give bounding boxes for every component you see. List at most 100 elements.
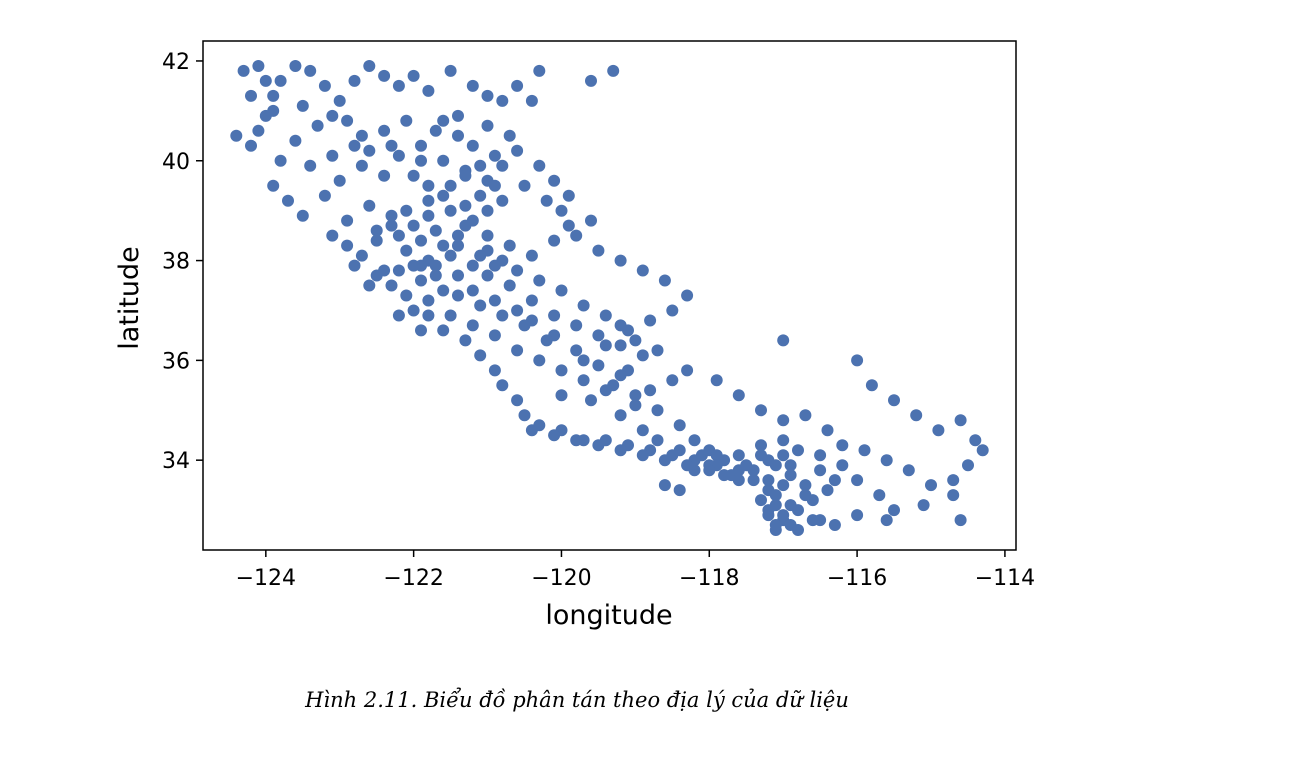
scatter-point <box>880 454 893 467</box>
scatter-point <box>274 154 287 167</box>
scatter-point <box>466 79 479 92</box>
scatter-point <box>481 229 494 242</box>
scatter-point <box>732 474 745 487</box>
scatter-point <box>888 394 900 407</box>
y-tick-label: 38 <box>162 250 190 275</box>
scatter-point <box>474 159 487 172</box>
scatter-point <box>673 484 686 497</box>
scatter-point <box>732 449 745 462</box>
scatter-point <box>237 64 250 77</box>
scatter-point <box>415 324 427 337</box>
scatter-point <box>562 189 575 202</box>
scatter-point <box>230 129 243 142</box>
scatter-point <box>415 259 427 272</box>
scatter-point <box>636 264 649 277</box>
scatter-point <box>415 234 427 247</box>
scatter-point <box>710 374 723 387</box>
scatter-point <box>400 289 413 302</box>
scatter-point <box>592 439 605 452</box>
scatter-point <box>525 424 538 437</box>
scatter-point <box>503 239 516 252</box>
scatter-point <box>518 409 531 422</box>
scatter-point <box>488 294 501 307</box>
scatter-point <box>511 304 524 317</box>
scatter-point <box>488 179 501 192</box>
scatter-point <box>422 294 435 307</box>
scatter-point <box>481 204 494 217</box>
scatter-point <box>732 389 745 402</box>
scatter-point <box>378 69 391 82</box>
scatter-point <box>444 249 457 262</box>
data-points <box>230 60 989 536</box>
scatter-point <box>370 224 383 237</box>
scatter-point <box>459 334 472 347</box>
y-tick-label: 34 <box>162 449 190 474</box>
scatter-point <box>658 454 671 467</box>
scatter-point <box>533 64 546 77</box>
scatter-point <box>452 229 464 242</box>
scatter-point <box>245 139 257 152</box>
scatter-point <box>851 509 864 522</box>
scatter-point <box>629 334 642 347</box>
scatter-point <box>828 474 841 487</box>
scatter-point <box>525 94 538 107</box>
scatter-point <box>718 469 731 482</box>
scatter-point <box>673 419 686 432</box>
scatter-point <box>355 159 368 172</box>
scatter-point <box>755 439 767 452</box>
scatter-point <box>540 194 553 207</box>
scatter-point <box>836 459 849 472</box>
scatter-point <box>947 489 960 502</box>
scatter-point <box>851 474 864 487</box>
scatter-point <box>311 119 324 132</box>
scatter-point <box>777 334 790 347</box>
x-tick-label: −122 <box>383 566 443 591</box>
scatter-point <box>392 309 405 322</box>
scatter-point <box>415 154 427 167</box>
scatter-point <box>533 274 546 287</box>
scatter-point <box>392 79 405 92</box>
scatter-point <box>429 224 442 237</box>
scatter-point <box>422 309 435 322</box>
scatter-point <box>577 299 590 312</box>
scatter-point <box>577 374 590 387</box>
scatter-point <box>585 214 597 227</box>
scatter-point <box>282 194 294 207</box>
scatter-point <box>437 324 450 337</box>
scatter-point <box>799 489 812 502</box>
scatter-point <box>422 194 435 207</box>
scatter-point <box>784 469 797 482</box>
scatter-point <box>444 179 457 192</box>
scatter-point <box>614 409 627 422</box>
scatter-point <box>540 334 553 347</box>
scatter-point <box>326 109 339 122</box>
scatter-point <box>688 434 701 447</box>
scatter-point <box>570 319 583 332</box>
y-axis-label: latitude <box>114 246 145 350</box>
scatter-point <box>452 239 464 252</box>
x-tick-label: −116 <box>827 566 887 591</box>
scatter-point <box>570 434 583 447</box>
scatter-point <box>296 209 309 222</box>
scatter-point <box>341 114 354 127</box>
scatter-point <box>496 194 509 207</box>
scatter-point <box>289 60 302 72</box>
scatter-point <box>304 159 317 172</box>
scatter-point <box>437 189 450 202</box>
scatter-point <box>755 494 767 507</box>
scatter-point <box>599 384 612 397</box>
scatter-point <box>865 379 878 392</box>
scatter-point <box>474 299 487 312</box>
scatter-point <box>407 169 420 182</box>
scatter-point <box>289 134 302 147</box>
scatter-point <box>252 60 265 72</box>
scatter-point <box>259 74 272 87</box>
scatter-point <box>437 239 450 252</box>
scatter-point <box>407 219 420 232</box>
scatter-point <box>636 349 649 362</box>
scatter-point <box>459 169 472 182</box>
scatter-point <box>407 69 420 82</box>
scatter-point <box>525 294 538 307</box>
scatter-point <box>452 289 464 302</box>
scatter-point <box>585 394 597 407</box>
